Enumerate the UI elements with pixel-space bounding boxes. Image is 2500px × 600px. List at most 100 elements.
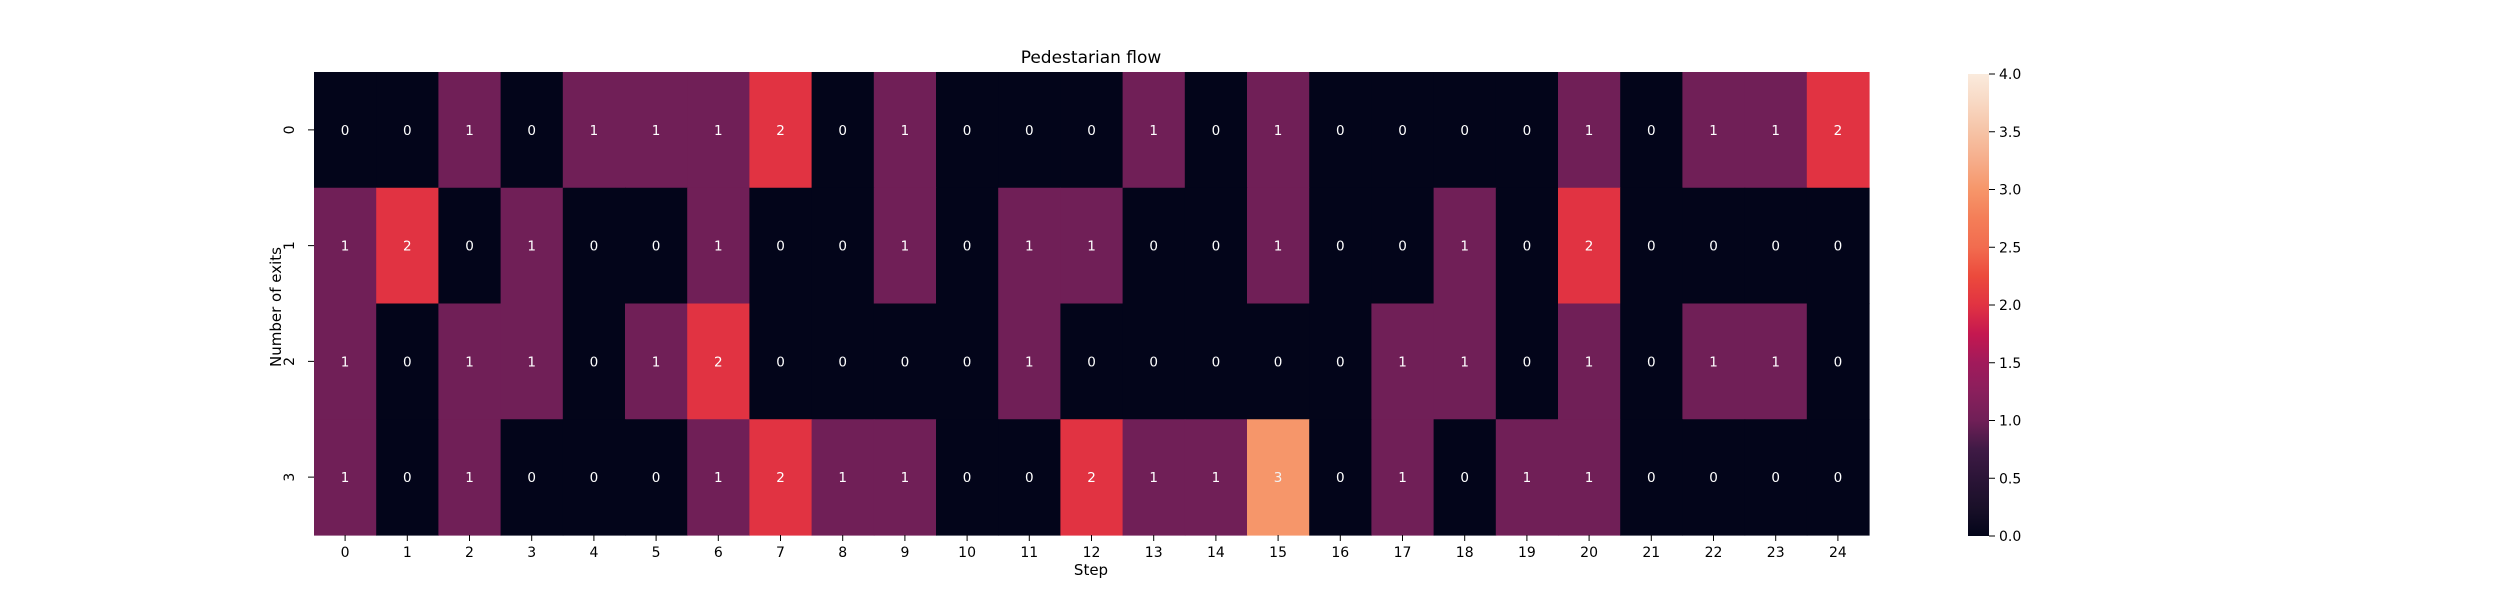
heatmap-cell bbox=[500, 303, 564, 420]
x-tick-label: 17 bbox=[1394, 545, 1412, 561]
heatmap-cell bbox=[1620, 303, 1683, 420]
heatmap-cell bbox=[1309, 303, 1372, 420]
cell-value-label: 2 bbox=[403, 239, 412, 255]
heatmap-cell bbox=[687, 72, 750, 189]
heatmap-cell bbox=[1806, 419, 1870, 536]
cell-value-label: 0 bbox=[1709, 239, 1718, 255]
heatmap-cell bbox=[376, 187, 439, 305]
heatmap-cell bbox=[1558, 419, 1621, 536]
heatmap-cell bbox=[562, 72, 626, 189]
x-tick-label: 20 bbox=[1580, 545, 1598, 561]
colorbar-tick-label: 0.0 bbox=[1999, 529, 2021, 545]
cell-value-label: 0 bbox=[1647, 470, 1656, 486]
cell-value-label: 0 bbox=[838, 123, 847, 139]
x-tick-label: 8 bbox=[838, 545, 847, 561]
cell-value-label: 0 bbox=[1523, 239, 1532, 255]
heatmap-cell bbox=[1371, 72, 1435, 189]
heatmap-cell bbox=[376, 303, 439, 420]
cell-value-label: 1 bbox=[1212, 470, 1221, 486]
cell-value-label: 0 bbox=[1647, 239, 1656, 255]
cell-value-label: 0 bbox=[590, 354, 599, 370]
colorbar-ticks: 0.0 0.5 1.0 1.5 2.0 2.5 3.0 3.5 4.0 bbox=[1989, 67, 2021, 545]
heatmap-cell bbox=[562, 419, 626, 536]
heatmap-cell bbox=[1620, 72, 1683, 189]
cell-value-label: 0 bbox=[963, 123, 972, 139]
heatmap-cell bbox=[998, 419, 1061, 536]
x-tick-label: 19 bbox=[1518, 545, 1536, 561]
cell-value-label: 1 bbox=[527, 354, 536, 370]
cell-value-label: 1 bbox=[838, 470, 847, 486]
colorbar-tick-label: 2.0 bbox=[1999, 298, 2021, 314]
cell-value-label: 1 bbox=[1460, 239, 1469, 255]
heatmap-cell bbox=[998, 187, 1061, 305]
heatmap-cell bbox=[314, 419, 377, 536]
heatmap-cell bbox=[314, 187, 377, 305]
heatmap-cell bbox=[936, 187, 999, 305]
heatmap-cell bbox=[1744, 187, 1808, 305]
heatmap-cell bbox=[1620, 187, 1683, 305]
cell-value-label: 1 bbox=[901, 470, 910, 486]
heatmap-cell bbox=[749, 72, 813, 189]
colorbar-tick-label: 0.5 bbox=[1999, 471, 2021, 487]
heatmap-cell bbox=[625, 187, 688, 305]
heatmap-cell bbox=[1184, 187, 1248, 305]
cell-value-label: 0 bbox=[1336, 123, 1345, 139]
x-axis-label: Step bbox=[1074, 561, 1108, 579]
y-axis-ticks: 0 1 2 3 bbox=[282, 125, 314, 482]
heatmap-cell bbox=[1122, 303, 1186, 420]
cell-value-label: 1 bbox=[1274, 239, 1283, 255]
cell-value-label: 2 bbox=[714, 354, 723, 370]
heatmap-cell bbox=[1309, 419, 1372, 536]
heatmap-cell bbox=[1558, 303, 1621, 420]
cell-value-label: 0 bbox=[1460, 470, 1469, 486]
x-tick-label: 12 bbox=[1083, 545, 1101, 561]
cell-value-label: 2 bbox=[776, 123, 785, 139]
heatmap-cell bbox=[749, 419, 813, 536]
x-tick-label: 5 bbox=[652, 545, 661, 561]
cell-value-label: 1 bbox=[1460, 354, 1469, 370]
cell-value-label: 0 bbox=[1647, 354, 1656, 370]
heatmap-cell bbox=[1433, 72, 1497, 189]
heatmap-cell bbox=[1558, 72, 1621, 189]
cell-value-label: 1 bbox=[341, 239, 350, 255]
heatmap-cell bbox=[1682, 419, 1746, 536]
x-tick-label: 16 bbox=[1331, 545, 1349, 561]
cell-value-label: 0 bbox=[590, 470, 599, 486]
cell-value-label: 1 bbox=[1585, 470, 1594, 486]
heatmap-cell bbox=[1495, 187, 1559, 305]
colorbar-tick-label: 1.0 bbox=[1999, 414, 2021, 430]
heatmap-cell bbox=[1247, 72, 1310, 189]
heatmap-cell bbox=[936, 419, 999, 536]
heatmap-cell bbox=[1558, 187, 1621, 305]
x-tick-label: 15 bbox=[1269, 545, 1287, 561]
heatmap-cell bbox=[625, 419, 688, 536]
heatmap-cell bbox=[1309, 72, 1372, 189]
cell-value-label: 0 bbox=[403, 470, 412, 486]
x-tick-label: 23 bbox=[1767, 545, 1785, 561]
x-tick-label: 24 bbox=[1829, 545, 1847, 561]
heatmap-cell bbox=[873, 303, 937, 420]
colorbar-tick-label: 4.0 bbox=[1999, 67, 2021, 83]
heatmap-cell bbox=[1247, 419, 1310, 536]
cell-value-label: 0 bbox=[963, 470, 972, 486]
cell-value-label: 0 bbox=[963, 239, 972, 255]
x-axis-ticks: 0 1 2 3 4 5 6 7 8 9 10 11 12 13 14 15 16 17 18 19 20 21 22 23 24 bbox=[341, 535, 1847, 561]
cell-value-label: 0 bbox=[652, 470, 661, 486]
cell-value-label: 1 bbox=[527, 239, 536, 255]
y-tick-label: 3 bbox=[282, 473, 298, 482]
cell-value-label: 1 bbox=[1398, 354, 1407, 370]
cell-value-label: 1 bbox=[714, 239, 723, 255]
heatmap-cell bbox=[1122, 419, 1186, 536]
heatmap-cell bbox=[562, 303, 626, 420]
cell-value-label: 1 bbox=[1585, 354, 1594, 370]
heatmap-cell bbox=[1184, 303, 1248, 420]
heatmap-cell bbox=[1744, 72, 1808, 189]
x-tick-label: 10 bbox=[958, 545, 976, 561]
cell-value-label: 1 bbox=[714, 123, 723, 139]
colorbar-tick-label: 3.0 bbox=[1999, 183, 2021, 199]
heatmap-cell bbox=[625, 72, 688, 189]
cell-value-label: 0 bbox=[776, 239, 785, 255]
cell-value-label: 2 bbox=[1087, 470, 1096, 486]
heatmap-cell bbox=[1184, 72, 1248, 189]
heatmap-cell bbox=[1122, 72, 1186, 189]
